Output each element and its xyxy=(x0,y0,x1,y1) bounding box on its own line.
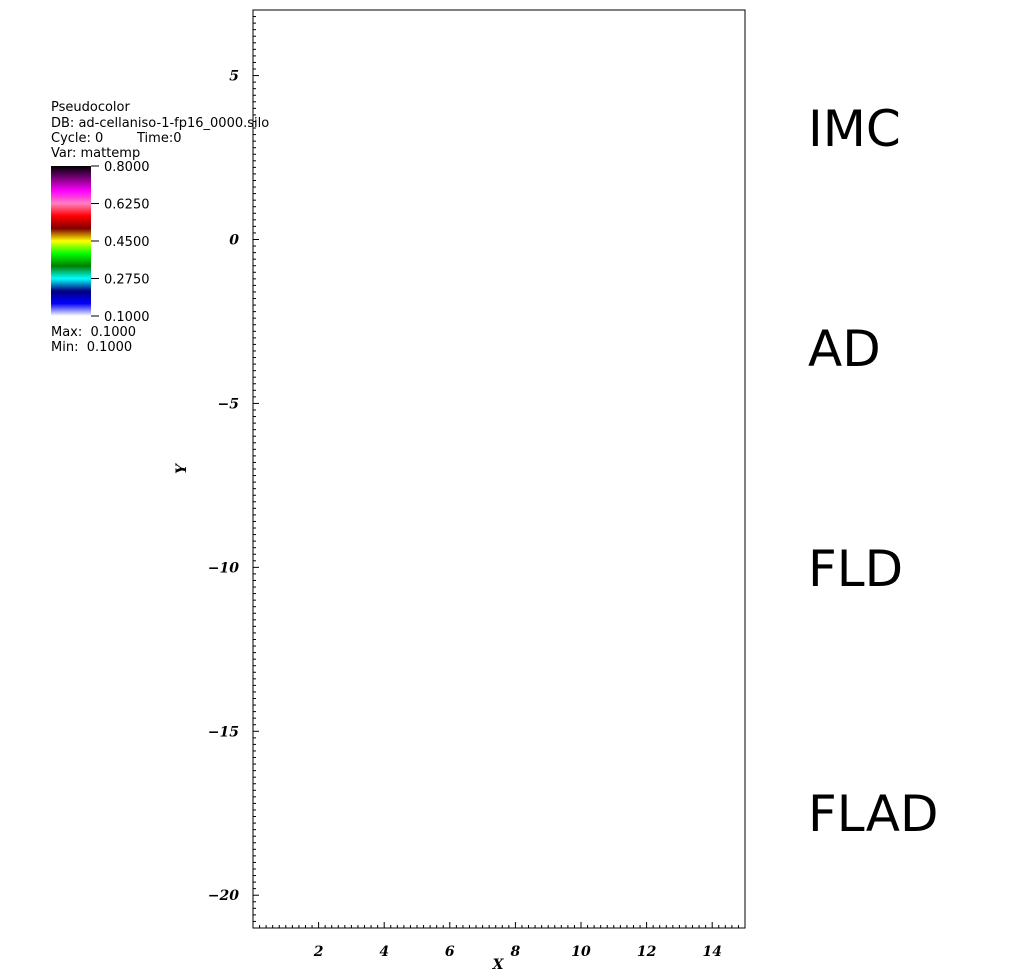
x-tick-label: 6 xyxy=(445,944,455,960)
plot-frame xyxy=(252,9,746,929)
legend-min: Min: 0.1000 xyxy=(51,340,133,355)
legend-max: Max: 0.1000 xyxy=(51,325,137,340)
side-label-imc: IMC xyxy=(808,100,901,158)
x-tick-label: 8 xyxy=(511,944,521,960)
axes: 2 4 6 8 10 12 14 5 0 −5 −10 −15 −20 X Y xyxy=(174,9,746,973)
y-tick-label: −15 xyxy=(208,724,239,740)
x-axis-ticks: 2 4 6 8 10 12 14 xyxy=(259,922,746,960)
x-tick-label: 14 xyxy=(702,944,721,960)
y-tick-label: 0 xyxy=(229,233,239,249)
y-tick-label: 5 xyxy=(229,69,239,85)
x-axis-label: X xyxy=(492,957,505,973)
x-tick-label: 4 xyxy=(379,944,389,960)
side-label-fld: FLD xyxy=(808,540,904,598)
side-label-flad: FLAD xyxy=(808,785,939,843)
colorbar-tick-label: 0.6250 xyxy=(104,198,150,213)
legend-time: Time:0 xyxy=(137,131,182,146)
x-tick-label: 2 xyxy=(313,944,324,960)
y-tick-label: −10 xyxy=(208,560,239,576)
y-axis-ticks: 5 0 −5 −10 −15 −20 xyxy=(208,9,259,929)
colorbar-gradient xyxy=(51,166,91,316)
color-legend-bar: 0.8000 0.6250 0.4500 0.2750 0.1000 xyxy=(51,160,150,325)
legend-cycle: Cycle: 0 xyxy=(51,131,104,146)
colorbar-tick-label: 0.8000 xyxy=(104,160,150,175)
colorbar-tick-label: 0.4500 xyxy=(104,235,150,250)
colorbar-tick-label: 0.1000 xyxy=(104,310,150,325)
x-tick-label: 10 xyxy=(571,944,591,960)
colorbar-tick-label: 0.2750 xyxy=(104,273,150,288)
y-tick-label: −20 xyxy=(208,888,239,904)
side-label-ad: AD xyxy=(808,320,881,378)
x-tick-label: 12 xyxy=(637,944,657,960)
legend-db: DB: ad-cellaniso-1-fp16_0000.silo xyxy=(51,116,270,131)
legend-plot-type: Pseudocolor xyxy=(51,100,130,115)
legend-var: Var: mattemp xyxy=(51,146,141,161)
y-tick-label: −5 xyxy=(218,396,239,412)
y-axis-label: Y xyxy=(174,462,190,474)
